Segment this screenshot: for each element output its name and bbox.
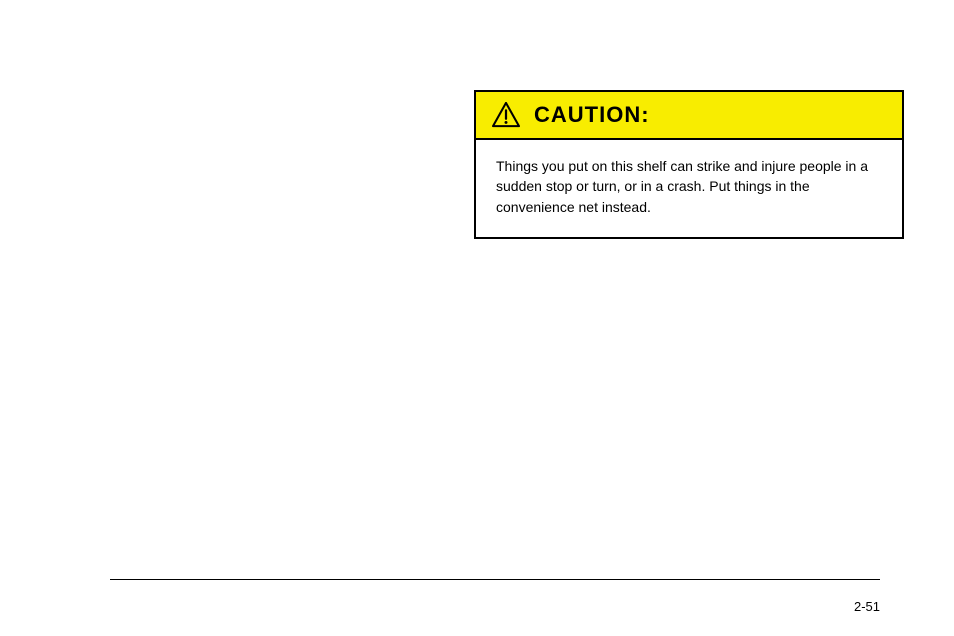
warning-icon <box>492 102 520 128</box>
manual-page: CAUTION: Things you put on this shelf ca… <box>0 0 954 636</box>
caution-callout: CAUTION: Things you put on this shelf ca… <box>474 90 904 239</box>
caution-text: Things you put on this shelf can strike … <box>496 156 882 217</box>
right-column: CAUTION: Things you put on this shelf ca… <box>474 60 904 239</box>
caution-label: CAUTION: <box>534 102 650 128</box>
caution-header: CAUTION: <box>476 92 902 140</box>
page-number: 2-51 <box>854 599 880 614</box>
caution-body: Things you put on this shelf can strike … <box>476 140 902 237</box>
footer-rule <box>110 579 880 580</box>
